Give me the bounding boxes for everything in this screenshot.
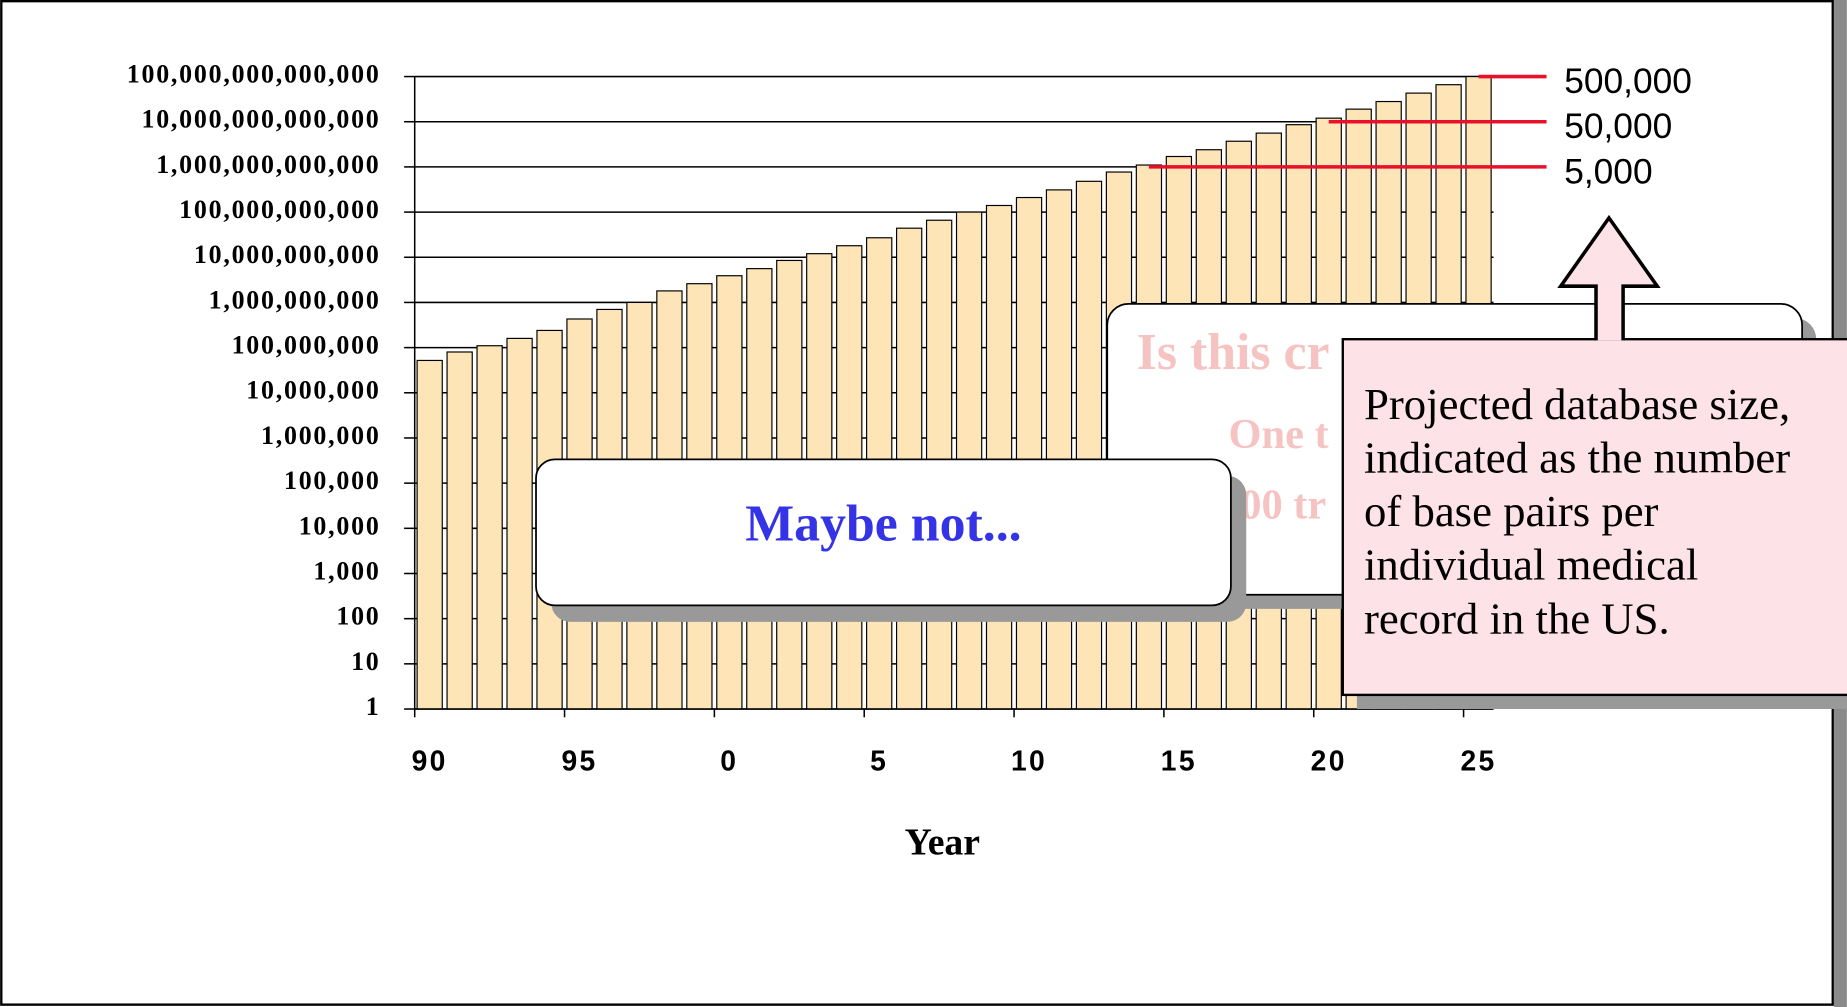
x-tick-label: 25 — [1460, 745, 1496, 777]
x-tick-label: 15 — [1161, 745, 1197, 777]
overlay-title: Is this cr — [1137, 324, 1330, 381]
callout-line: Projected database size, — [1364, 379, 1790, 429]
y-tick-label: 100 — [336, 602, 380, 631]
reference-label: 50,000 — [1564, 107, 1672, 146]
x-tick-label: 0 — [720, 745, 738, 777]
y-tick-label: 100,000,000 — [232, 331, 381, 360]
callout-line: record in the US. — [1364, 593, 1670, 643]
y-tick-label: 10,000,000,000 — [194, 240, 381, 269]
reference-label: 5,000 — [1564, 152, 1652, 191]
reference-label: 500,000 — [1564, 62, 1692, 101]
bar — [416, 359, 443, 710]
maybe-box: Maybe not... — [535, 458, 1247, 622]
callout: Projected database size,indicated as the… — [1341, 214, 1847, 710]
y-tick-label: 10,000 — [299, 511, 381, 540]
callout-line: indicated as the number — [1364, 433, 1790, 483]
callout-line: of base pairs per — [1364, 486, 1659, 536]
maybe-text: Maybe not... — [745, 496, 1021, 553]
bar — [476, 345, 503, 710]
bar — [506, 337, 533, 710]
box — [535, 458, 1232, 607]
x-tick-label: 20 — [1311, 745, 1347, 777]
y-tick-label: 1,000 — [313, 556, 380, 585]
y-tick-label: 1,000,000,000,000 — [156, 150, 380, 179]
bar — [1015, 196, 1043, 710]
y-tick-label: 100,000,000,000,000 — [127, 60, 381, 89]
bar — [1045, 189, 1073, 710]
callout-arrow — [1557, 214, 1661, 341]
x-tick-label: 5 — [870, 745, 888, 777]
callout-text: Projected database size,indicated as the… — [1364, 379, 1790, 643]
y-tick-label: 100,000 — [284, 466, 381, 495]
y-tick-label: 10,000,000 — [246, 376, 380, 405]
y-tick-label: 1,000,000 — [261, 421, 381, 450]
x-tick-label: 10 — [1011, 745, 1047, 777]
x-tick-label: 95 — [561, 745, 597, 777]
x-axis-label: Year — [905, 821, 980, 863]
y-tick-label: 10 — [351, 647, 380, 676]
x-tick-label: 90 — [412, 745, 448, 777]
bar — [1075, 180, 1103, 710]
reference-lines: 500,000 50,000 5,000 — [1148, 62, 1692, 191]
y-tick-label: 1 — [366, 692, 381, 721]
overlay-line: One t — [1229, 411, 1329, 458]
y-tick-label: 100,000,000,000 — [179, 195, 380, 224]
bar — [446, 351, 473, 710]
y-tick-label: 10,000,000,000,000 — [141, 105, 380, 134]
callout-box — [1341, 338, 1847, 697]
bar — [985, 204, 1013, 710]
y-tick-label: 1,000,000,000 — [209, 285, 381, 314]
callout-line: individual medical — [1364, 540, 1698, 590]
overlay-line: 00 tr — [1240, 482, 1326, 529]
